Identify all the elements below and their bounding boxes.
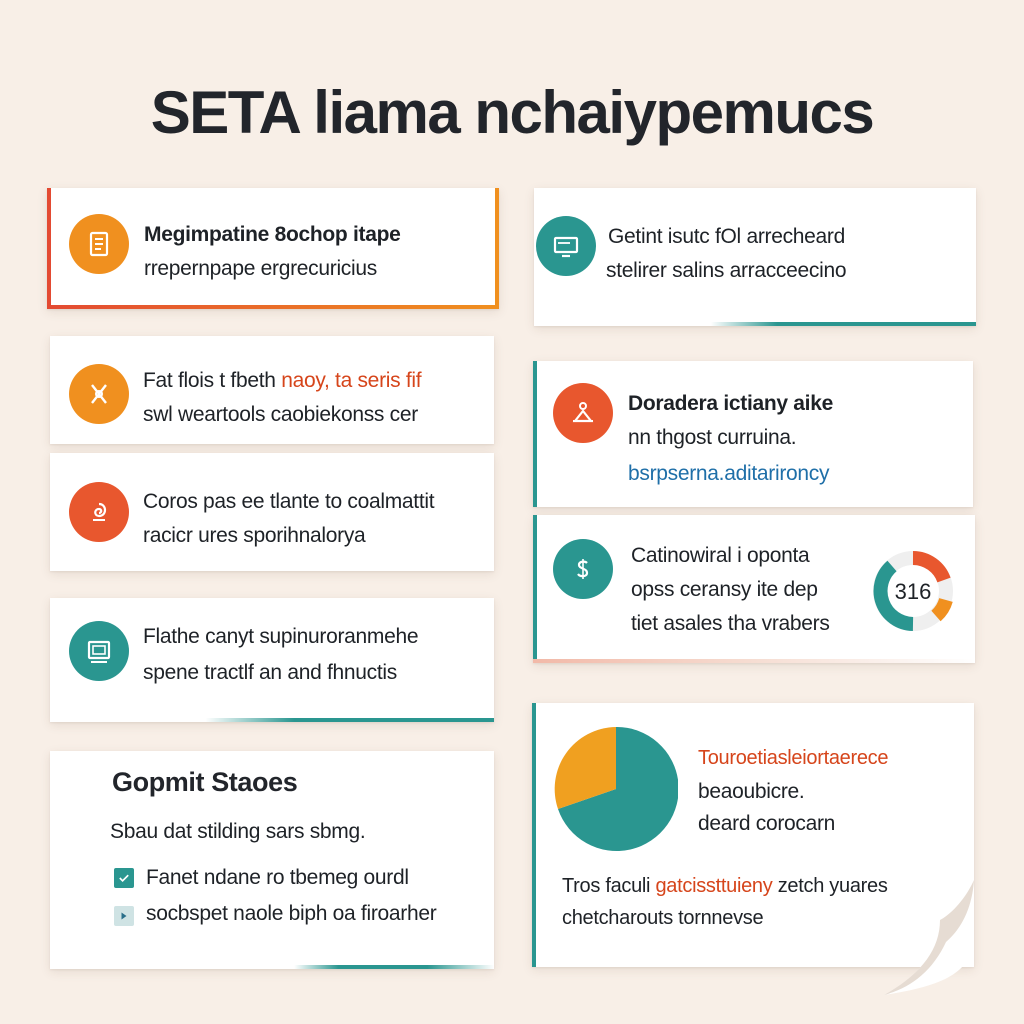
card-9-bottom-highlight: gatcissttuieny: [655, 875, 773, 897]
presentation-icon: [69, 621, 129, 681]
swirl-icon: [69, 482, 129, 542]
card-7-text: spene tractlf an and fhnuctis: [143, 661, 397, 684]
puzzle-icon: [553, 383, 613, 443]
card-accent-bottom: [50, 965, 494, 969]
chart-legend-title: Touroetiasleiortaerece: [698, 747, 889, 769]
feature-card-1[interactable]: Megimpatine 8ochop itape rrepernpape erg…: [47, 188, 499, 309]
feature-card-6[interactable]: Catinowiral i oponta opss ceransy ite de…: [533, 515, 975, 663]
feature-card-5[interactable]: Coros pas ee tlante to coalmattit racicr…: [50, 453, 494, 571]
card-8-item-2: socbspet naole biph oa firoarher: [146, 902, 437, 925]
card-3-heading: Fat flois t fbeth naoy, ta seris fif: [143, 364, 422, 398]
card-9-bottom-a: Tros faculi: [562, 875, 651, 897]
card-accent-bottom: [534, 322, 976, 326]
card-5-text: racicr ures sporihnalorya: [143, 524, 366, 547]
card-4-heading: Doradera ictiany aike: [628, 392, 833, 415]
gauge-value: 316: [895, 579, 932, 604]
card-accent-left: [533, 515, 537, 663]
card-4-link[interactable]: bsrpserna.aditarironcy: [628, 462, 830, 485]
card-1-text: rrepernpape ergrecuricius: [144, 257, 377, 280]
feature-card-3[interactable]: Fat flois t fbeth naoy, ta seris fif swl…: [50, 336, 494, 444]
feature-card-4[interactable]: Doradera ictiany aike nn thgost curruina…: [533, 361, 973, 507]
card-accent-left: [533, 361, 537, 507]
document-icon: [69, 214, 129, 274]
card-1-heading: Megimpatine 8ochop itape: [144, 223, 401, 246]
card-6-text: opss ceransy ite dep: [631, 578, 818, 601]
gauge-chart: 316: [873, 551, 953, 631]
card-2-text: stelirer salins arracceecino: [606, 259, 847, 282]
tools-icon: [69, 364, 129, 424]
pie-slice-teal: [558, 727, 678, 851]
chart-legend-text-2: deard corocarn: [698, 812, 836, 835]
pie-slice-orange: [554, 727, 616, 809]
card-3-text: swl weartools caobiekonss cer: [143, 403, 418, 426]
card-3-heading-highlight: naoy, ta seris fif: [281, 369, 422, 392]
card-accent-bottom: [533, 659, 975, 663]
card-8-item-1: Fanet ndane ro tbemeg ourdl: [146, 866, 409, 889]
card-accent-left: [47, 188, 51, 309]
page-curl: [884, 880, 974, 995]
card-4-text: nn thgost curruina.: [628, 426, 797, 449]
feature-card-2[interactable]: Getint isutc fOl arrecheard stelirer sal…: [534, 188, 976, 326]
gauge-segment-red: [912, 551, 951, 583]
card-6-heading: Catinowiral i oponta: [631, 544, 810, 567]
pie-chart: [554, 727, 678, 851]
feature-card-8[interactable]: Gopmit Staoes Sbau dat stilding sars sbm…: [50, 751, 494, 969]
card-9-bottom-text: Tros faculi gatcissttuieny zetch yuares: [562, 869, 888, 903]
feature-card-7[interactable]: Flathe canyt supinuroranmehe spene tract…: [50, 598, 494, 722]
monitor-icon: [536, 216, 596, 276]
card-accent-left: [532, 703, 536, 967]
card-6-text-2: tiet asales tha vrabers: [631, 612, 830, 635]
chart-legend-text: beaoubicre.: [698, 780, 805, 803]
gauge-segment-orange: [931, 597, 953, 622]
gauge-segment-teal: [873, 560, 914, 631]
card-9-bottom-text-2: chetcharouts tornnevse: [562, 907, 764, 929]
card-7-heading: Flathe canyt supinuroranmehe: [143, 625, 419, 648]
feature-card-9[interactable]: Touroetiasleiortaerece beaoubicre. deard…: [532, 703, 974, 967]
card-2-heading: Getint isutc fOl arrecheard: [608, 225, 845, 248]
card-5-heading: Coros pas ee tlante to coalmattit: [143, 490, 435, 513]
checkbox-checked[interactable]: [114, 868, 134, 888]
card-accent-bottom: [47, 305, 499, 309]
card-8-subtitle: Sbau dat stilding sars sbmg.: [110, 820, 366, 843]
card-3-heading-a: Fat flois t fbeth: [143, 369, 276, 392]
card-accent-bottom: [50, 718, 494, 722]
page-title: SETA liama nchaiypemucs: [150, 79, 875, 146]
play-checkbox[interactable]: [114, 906, 134, 926]
card-9-bottom-c: zetch yuares: [777, 875, 888, 897]
card-accent-right: [495, 188, 499, 309]
dollar-icon: [553, 539, 613, 599]
card-8-title: Gopmit Staoes: [112, 767, 298, 797]
